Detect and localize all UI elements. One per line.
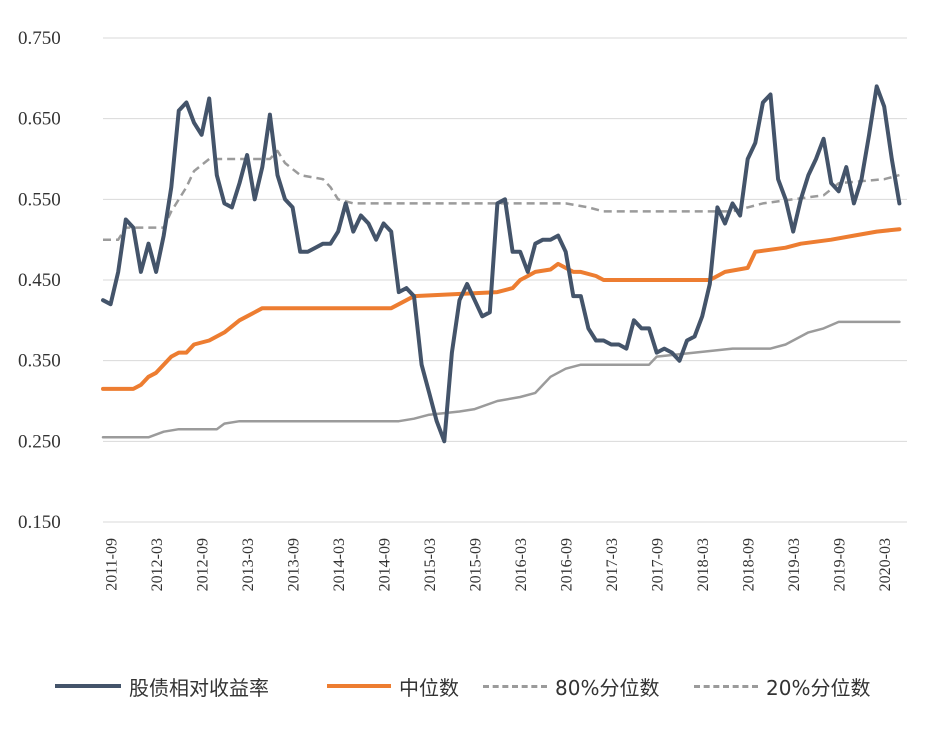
legend-swatch-p20 <box>694 684 758 688</box>
legend-item-relative-return: 股债相对收益率 <box>55 666 269 706</box>
y-tick-label: 0.550 <box>18 189 61 210</box>
gridlines <box>103 37 907 523</box>
y-tick-label: 0.250 <box>18 431 61 452</box>
legend-label-p80: 80%分位数 <box>555 675 660 700</box>
legend-label-median: 中位数 <box>399 675 459 700</box>
y-tick-label: 0.650 <box>18 109 61 130</box>
x-tick-label: 2013-03 <box>240 538 257 591</box>
series-line-2 <box>103 149 900 241</box>
series-line-3 <box>101 320 901 439</box>
x-tick-label: 2015-03 <box>422 538 439 591</box>
x-tick-label: 2019-09 <box>832 538 849 591</box>
x-tick-label: 2018-03 <box>695 538 712 591</box>
legend-item-p80: 80%分位数 <box>483 666 659 706</box>
y-tick-label: 0.450 <box>18 270 61 291</box>
series-line-1 <box>101 227 902 391</box>
y-tick-label: 0.350 <box>18 351 61 372</box>
y-tick-label: 0.750 <box>18 28 61 49</box>
x-tick-label: 2011-09 <box>104 538 121 591</box>
x-tick-label: 2012-03 <box>149 538 166 591</box>
x-tick-label: 2020-03 <box>877 538 894 591</box>
legend-label-p20: 20%分位数 <box>766 675 871 700</box>
legend-swatch-p80 <box>483 684 547 688</box>
x-tick-label: 2018-09 <box>741 538 758 591</box>
x-tick-label: 2019-03 <box>786 538 803 591</box>
x-tick-label: 2017-09 <box>650 538 667 591</box>
x-tick-label: 2016-09 <box>559 538 576 591</box>
series-lines <box>101 84 902 444</box>
x-tick-label: 2012-09 <box>195 538 212 591</box>
x-tick-label: 2014-09 <box>377 538 394 591</box>
legend-label-relative-return: 股债相对收益率 <box>129 675 269 700</box>
x-tick-label: 2015-09 <box>468 538 485 591</box>
y-axis-ticks: 0.150 0.250 0.350 0.450 0.550 0.650 0.750 <box>18 28 61 533</box>
legend-item-median: 中位数 <box>327 666 459 706</box>
line-chart: 0.150 0.250 0.350 0.450 0.550 0.650 0.750 2011… <box>18 28 907 591</box>
legend: 股债相对收益率 中位数 80%分位数 20%分位数 <box>0 666 936 706</box>
legend-item-p20: 20%分位数 <box>694 666 870 706</box>
y-tick-label: 0.150 <box>18 512 61 533</box>
x-tick-label: 2017-03 <box>604 538 621 591</box>
legend-swatch-median <box>327 684 391 688</box>
x-tick-label: 2014-03 <box>331 538 348 591</box>
x-axis-ticks: 2011-09 2012-03 2012-09 2013-03 2013-09 2014-… <box>104 538 895 591</box>
legend-swatch-relative-return <box>55 684 121 688</box>
series-line-0 <box>101 84 902 444</box>
x-tick-label: 2013-09 <box>286 538 303 591</box>
x-tick-label: 2016-03 <box>513 538 530 591</box>
